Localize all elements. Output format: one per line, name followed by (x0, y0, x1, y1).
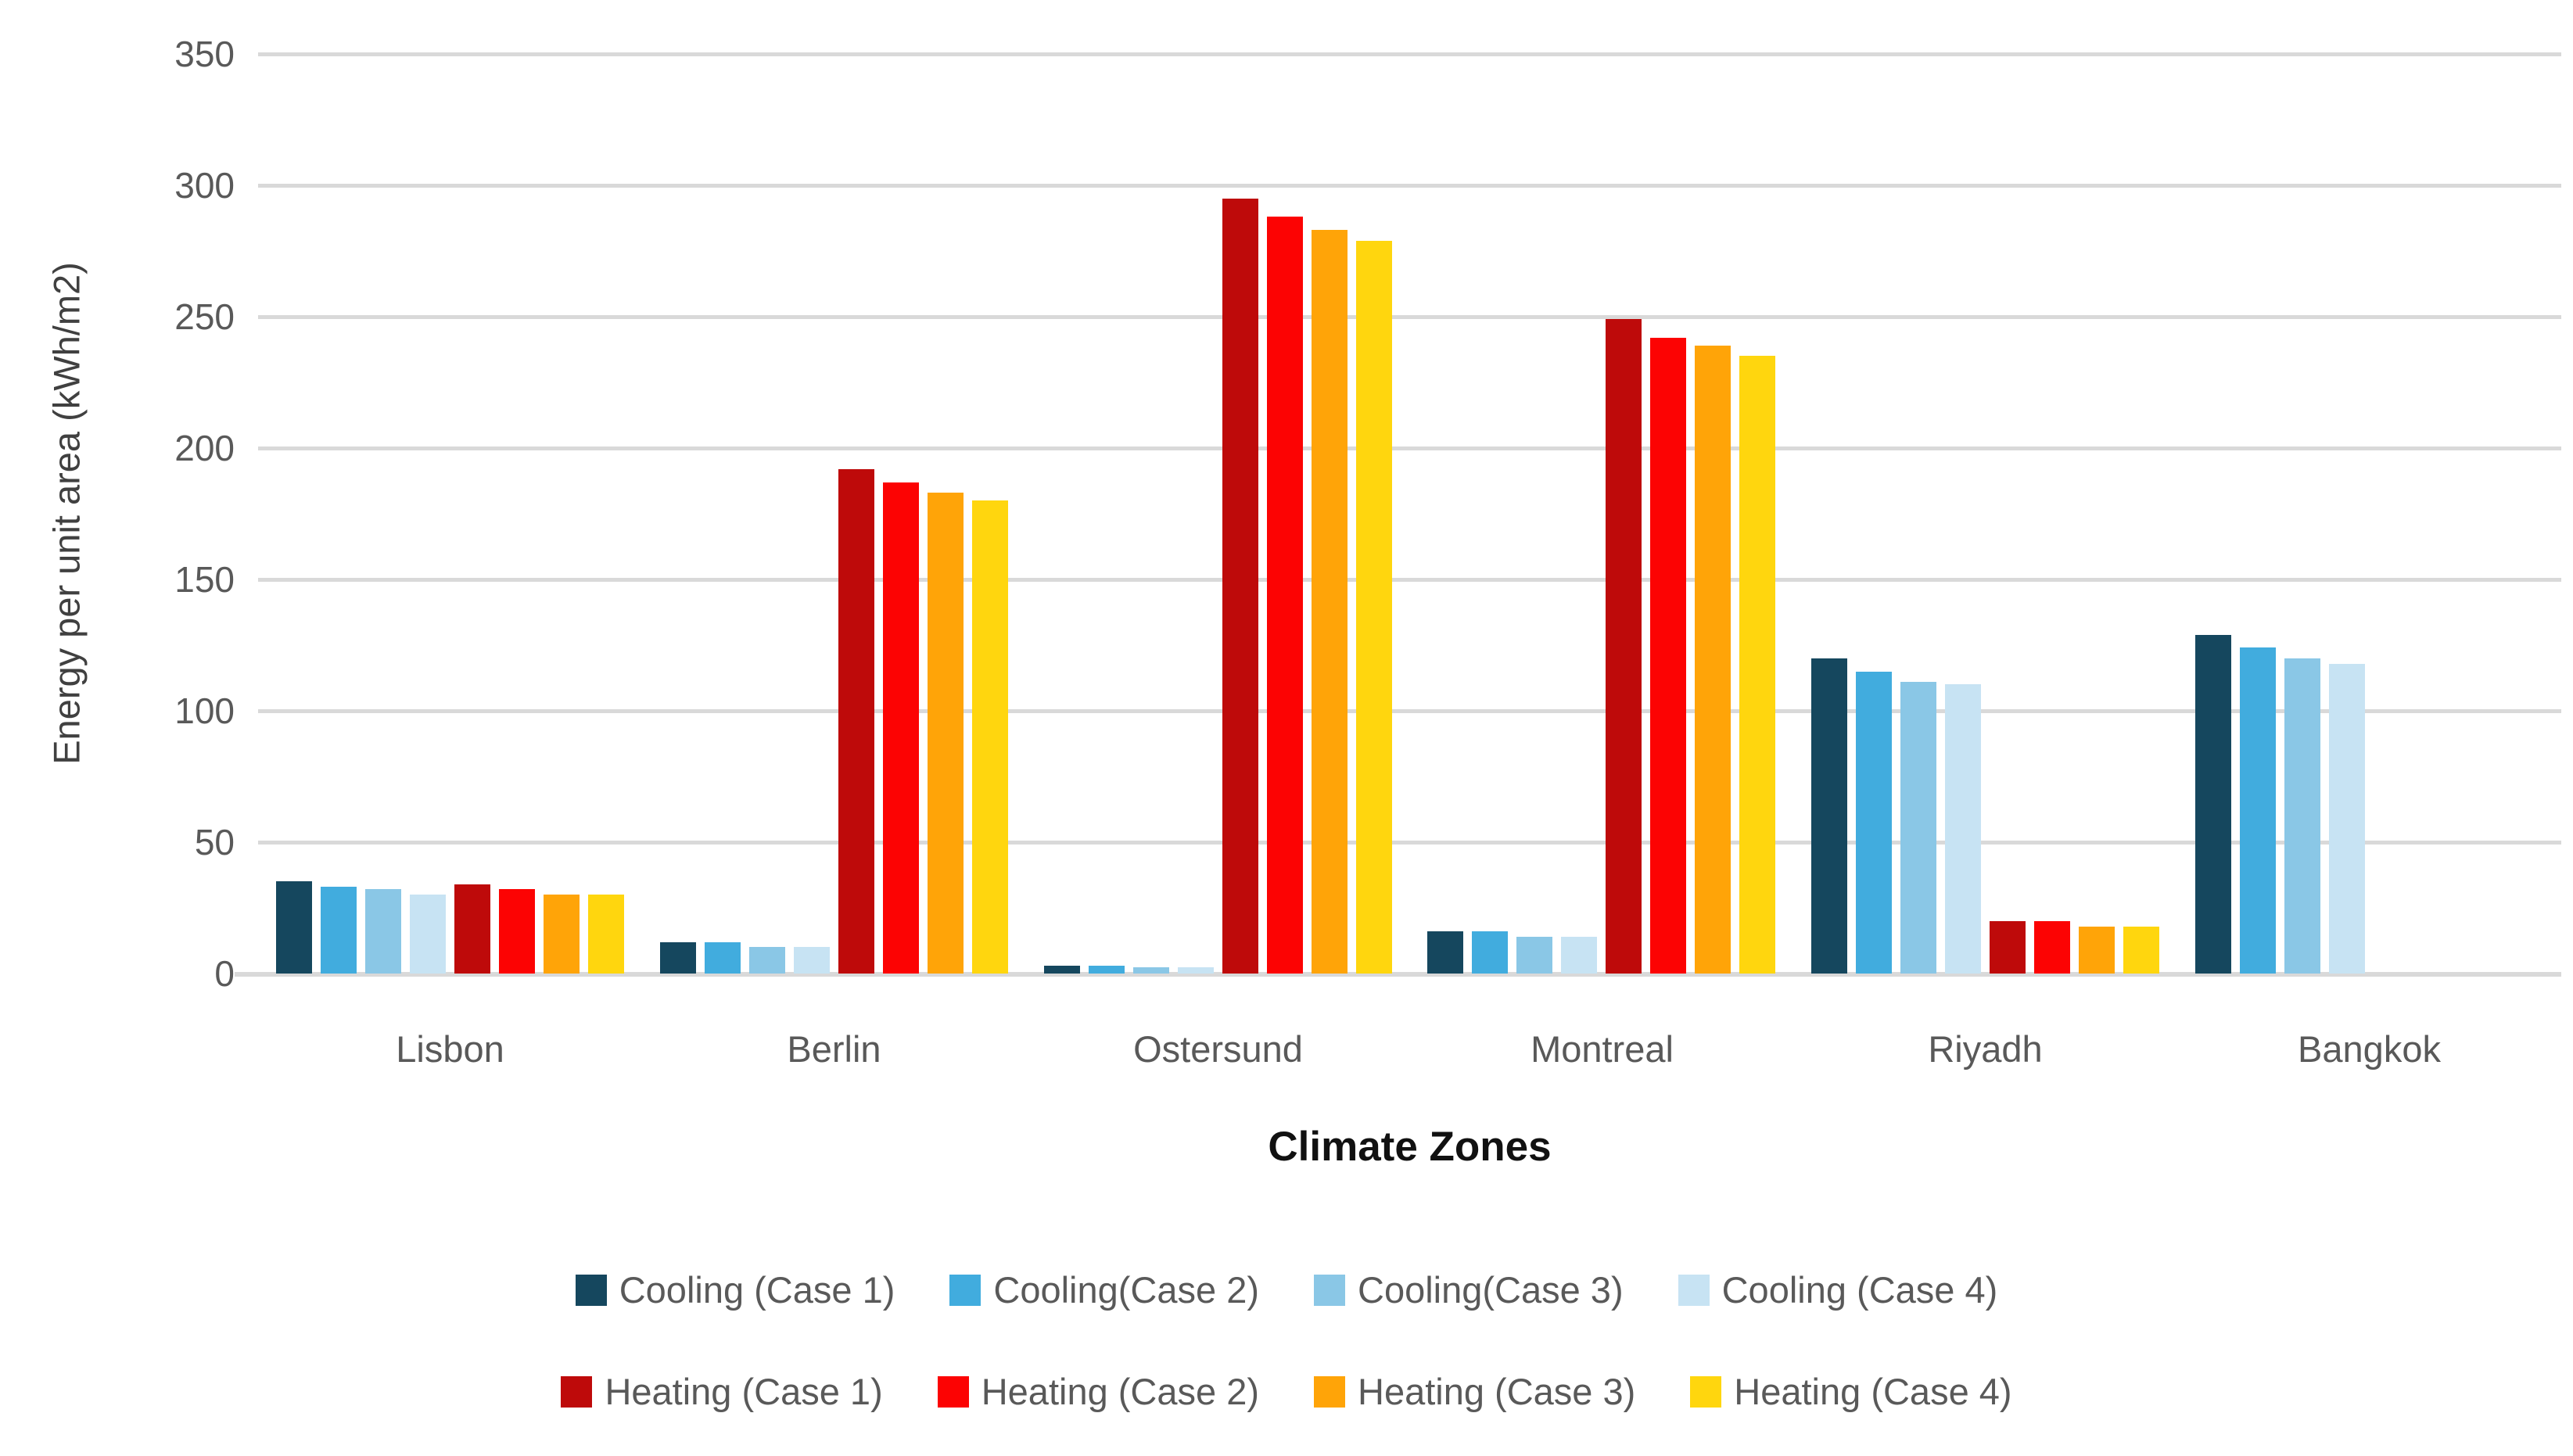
bar (2195, 635, 2231, 974)
bar (276, 881, 312, 974)
legend-label: Heating (Case 3) (1358, 1371, 1636, 1412)
legend-row-cooling: Cooling (Case 1) Cooling(Case 2) Cooling(C… (0, 1268, 2573, 1312)
bar (2079, 927, 2115, 974)
bar (928, 493, 964, 974)
bar (1990, 921, 2026, 974)
category-label: Lisbon (396, 1028, 504, 1070)
bar (1695, 346, 1731, 974)
legend-item: Cooling (Case 4) (1678, 1268, 1998, 1312)
legend-swatch-icon (1314, 1275, 1345, 1306)
bar (972, 500, 1008, 974)
bar (883, 482, 919, 974)
bar (1606, 319, 1642, 974)
legend-item: Heating (Case 2) (937, 1370, 1259, 1414)
legend-swatch-icon (1678, 1275, 1710, 1306)
category-label: Ostersund (1133, 1028, 1303, 1070)
category-label: Bangkok (2298, 1028, 2441, 1070)
y-tick-label: 250 (174, 296, 235, 337)
y-tick-label: 200 (174, 428, 235, 468)
legend-item: Heating (Case 1) (561, 1370, 883, 1414)
gridline (258, 841, 2561, 845)
legend-label: Cooling(Case 2) (993, 1269, 1259, 1311)
gridline (258, 578, 2561, 582)
bar (365, 889, 401, 974)
y-tick-label: 300 (174, 165, 235, 206)
bar (660, 942, 696, 974)
y-tick-label: 150 (174, 559, 235, 600)
legend-swatch-icon (949, 1275, 981, 1306)
bar (454, 884, 490, 974)
legend-item: Cooling(Case 2) (949, 1268, 1259, 1312)
bar (1739, 356, 1775, 974)
bar (410, 895, 446, 974)
legend-swatch-icon (1690, 1376, 1722, 1408)
category-label: Berlin (787, 1028, 881, 1070)
bar (1945, 684, 1981, 974)
bar (1561, 937, 1597, 974)
gridline (258, 446, 2561, 450)
bar (1472, 931, 1508, 974)
bar (794, 947, 830, 974)
legend-label: Heating (Case 2) (981, 1371, 1259, 1412)
bar (1312, 230, 1348, 974)
legend-item: Cooling(Case 3) (1314, 1268, 1624, 1312)
bar (1811, 658, 1847, 974)
category-label: Riyadh (1928, 1028, 2043, 1070)
bar (1856, 672, 1892, 974)
bar (544, 895, 580, 974)
bar (1089, 966, 1125, 974)
bar (2284, 658, 2320, 974)
legend-swatch-icon (1314, 1376, 1345, 1408)
bar (1133, 967, 1169, 974)
bar (2240, 647, 2276, 974)
gridline (258, 52, 2561, 56)
bar (1427, 931, 1463, 974)
gridline (258, 709, 2561, 713)
bar (749, 947, 785, 974)
legend-item: Heating (Case 4) (1690, 1370, 2012, 1414)
bar (1267, 217, 1303, 974)
y-tick-label: 100 (174, 690, 235, 731)
legend-label: Cooling (Case 1) (619, 1269, 895, 1311)
legend-item: Heating (Case 3) (1314, 1370, 1635, 1414)
x-axis-baseline (235, 972, 2561, 977)
bar (1356, 241, 1392, 974)
bar (499, 889, 535, 974)
legend-swatch-icon (561, 1376, 593, 1408)
y-tick-label: 50 (194, 822, 235, 862)
legend-label: Cooling (Case 4) (1721, 1269, 1998, 1311)
legend-label: Heating (Case 4) (1734, 1371, 2012, 1412)
legend-label: Heating (Case 1) (605, 1371, 883, 1412)
category-label: Montreal (1531, 1028, 1674, 1070)
legend-swatch-icon (937, 1376, 969, 1408)
gridline (258, 315, 2561, 319)
legend-label: Cooling(Case 3) (1358, 1269, 1624, 1311)
bar (705, 942, 741, 974)
legend-row-heating: Heating (Case 1) Heating (Case 2) Heating … (0, 1370, 2573, 1414)
bar (321, 887, 357, 974)
bar (1044, 966, 1080, 974)
bar (1178, 967, 1214, 974)
bar (2123, 927, 2159, 974)
legend-swatch-icon (575, 1275, 607, 1306)
bar (1650, 338, 1686, 974)
bar (2329, 664, 2365, 974)
bar (1516, 937, 1552, 974)
bar (838, 469, 874, 974)
bar (2034, 921, 2070, 974)
legend-item: Cooling (Case 1) (575, 1268, 895, 1312)
y-tick-label: 350 (174, 34, 235, 74)
x-axis-title: Climate Zones (1268, 1124, 1552, 1170)
bar (1222, 199, 1258, 974)
bar (1900, 682, 1936, 974)
y-tick-label: 0 (214, 953, 235, 994)
gridline (258, 184, 2561, 188)
bar (588, 895, 624, 974)
